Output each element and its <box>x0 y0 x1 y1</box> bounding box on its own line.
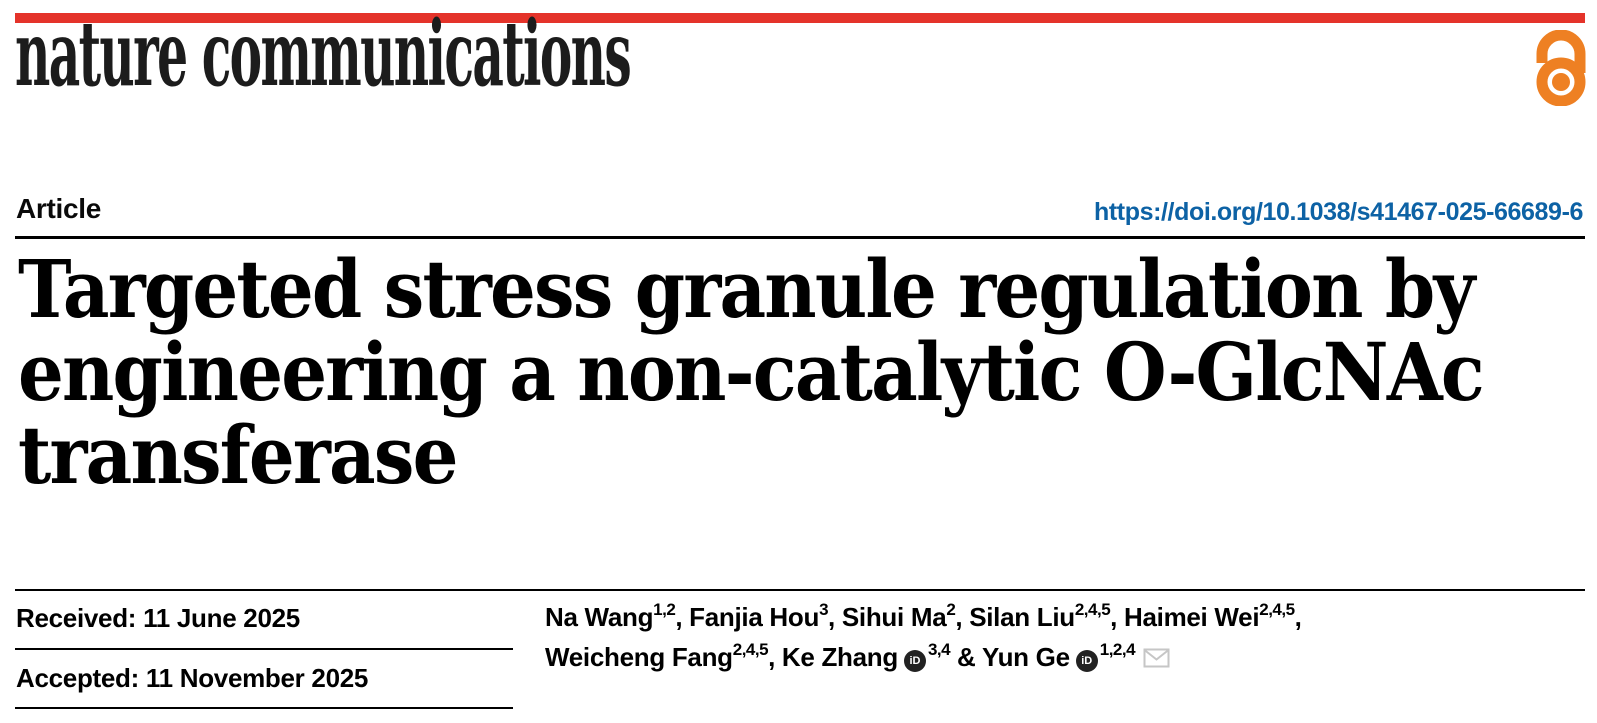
accepted-divider-line <box>15 707 513 709</box>
email-envelope-icon[interactable] <box>1143 639 1170 679</box>
received-divider-line <box>15 648 513 650</box>
author-affiliation-superscript: 2,4,5 <box>732 640 769 660</box>
meta-top-divider-line <box>15 589 1585 591</box>
paper-title-line-1: Targeted stress granule regulation by <box>18 242 1475 336</box>
received-date: Received: 11 June 2025 <box>16 603 300 633</box>
author-name: , Silan Liu <box>955 602 1075 632</box>
author-affiliation-superscript: 1,2,4 <box>1099 640 1136 660</box>
author-affiliation-superscript: 3,4 <box>927 640 951 660</box>
masthead-red-bar <box>15 13 1585 23</box>
journal-logo: nature communications <box>15 1 632 107</box>
author-name: , Sihui Ma <box>828 602 947 632</box>
accepted-date: Accepted: 11 November 2025 <box>16 663 369 693</box>
author-affiliation-superscript: 2 <box>946 600 956 620</box>
paper-title-line-3: transferase <box>18 408 458 502</box>
author-name: Na Wang <box>545 602 654 632</box>
author-affiliation-superscript: 1,2 <box>653 600 676 620</box>
author-name: , Ke Zhang <box>768 642 898 672</box>
author-name: , Fanjia Hou <box>675 602 820 632</box>
author-line: Na Wang1,2, Fanjia Hou3, Sihui Ma2, Sila… <box>545 597 1555 637</box>
open-access-icon <box>1532 29 1590 111</box>
doi-link[interactable]: https://doi.org/10.1038/s41467-025-66689… <box>1093 198 1583 226</box>
author-name: Weicheng Fang <box>545 642 733 672</box>
header-divider-line <box>15 236 1585 239</box>
author-name: , Haimei Wei <box>1110 602 1260 632</box>
author-list: Na Wang1,2, Fanjia Hou3, Sihui Ma2, Sila… <box>545 597 1555 679</box>
orcid-icon[interactable]: iD <box>1075 650 1098 672</box>
author-line: Weicheng Fang2,4,5, Ke Zhang iD3,4 & Yun … <box>545 637 1555 679</box>
paper-title-line-2: engineering a non-catalytic O-GlcNAc <box>18 325 1485 419</box>
orcid-icon[interactable]: iD <box>903 650 926 672</box>
author-affiliation-superscript: 2,4,5 <box>1259 600 1295 620</box>
author-name: & Yun Ge <box>950 642 1070 672</box>
author-affiliation-superscript: 2,4,5 <box>1074 600 1111 620</box>
author-affiliation-superscript: 3 <box>819 600 829 620</box>
author-name: , <box>1294 602 1302 632</box>
article-type-label: Article <box>16 193 102 224</box>
paper-title: Targeted stress granule regulation by en… <box>18 242 1485 502</box>
